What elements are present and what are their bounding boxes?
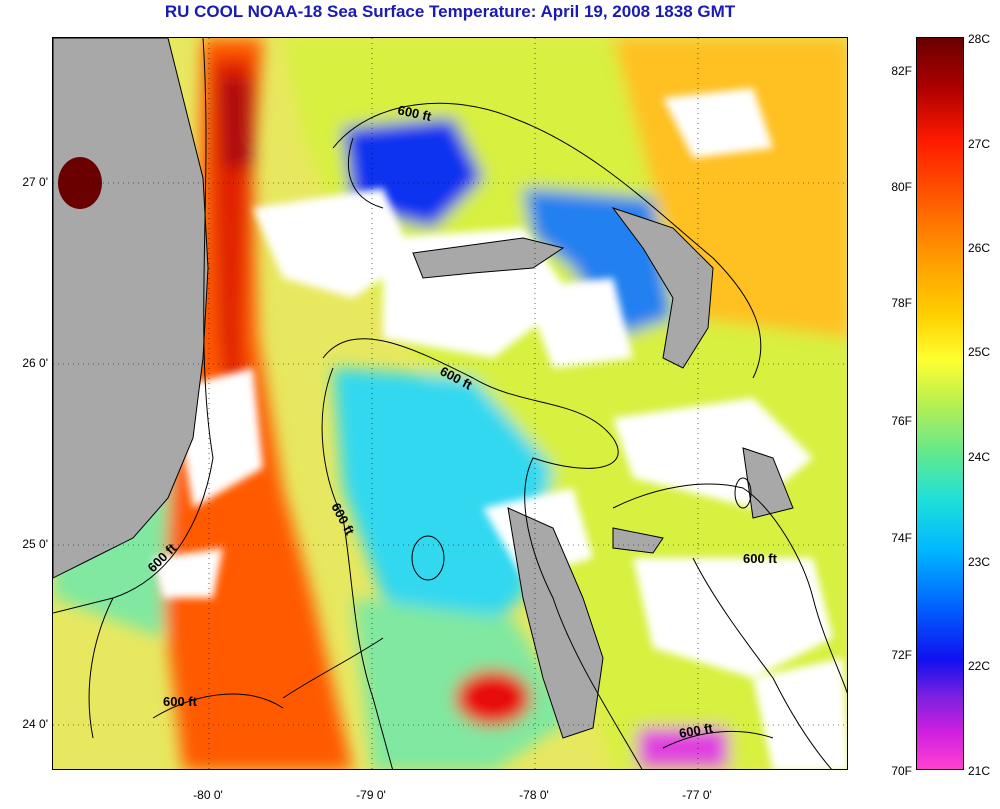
colorbar-c-label: 25C xyxy=(968,345,991,359)
colorbar-c-label: 21C xyxy=(968,764,991,778)
y-tick-label: 26 0' xyxy=(22,356,48,370)
colorbar-f-label: 80F xyxy=(891,180,912,194)
colorbar-f-label: 82F xyxy=(891,64,912,78)
lake-okeechobee xyxy=(58,157,102,209)
x-tick-label: -78 0' xyxy=(519,788,549,802)
contour-label: 600 ft xyxy=(163,694,198,709)
colorbar-f-label: 76F xyxy=(891,414,912,428)
colorbar-c-label: 23C xyxy=(968,555,991,569)
colorbar-c-label: 24C xyxy=(968,450,991,464)
colorbar-f-label: 72F xyxy=(891,648,912,662)
y-tick-label: 27 0' xyxy=(22,175,48,189)
colorbar-f-label: 74F xyxy=(891,531,912,545)
colorbar-c-label: 28C xyxy=(968,32,991,46)
x-tick-label: -80 0' xyxy=(193,788,223,802)
colorbar-c-label: 26C xyxy=(968,241,991,255)
colorbar xyxy=(916,37,964,770)
contour-label: 600 ft xyxy=(743,551,778,566)
sst-map: 600 ft 600 ft 600 ft 600 ft 600 ft 600 f… xyxy=(52,37,848,770)
grid-lines xyxy=(53,38,847,769)
bathymetry-contours xyxy=(53,38,847,769)
colorbar-f-label: 70F xyxy=(891,764,912,778)
y-tick-label: 25 0' xyxy=(22,537,48,551)
colorbar-c-label: 27C xyxy=(968,137,991,151)
x-tick-label: -77 0' xyxy=(682,788,712,802)
colorbar-f-label: 78F xyxy=(891,296,912,310)
contour-label: 600 ft xyxy=(396,102,433,124)
x-tick-label: -79 0' xyxy=(356,788,386,802)
colorbar-c-label: 22C xyxy=(968,659,991,673)
contour-label: 600 ft xyxy=(678,720,715,741)
y-tick-label: 24 0' xyxy=(22,717,48,731)
map-title: RU COOL NOAA-18 Sea Surface Temperature:… xyxy=(164,2,736,21)
cloud-mask xyxy=(53,88,847,769)
